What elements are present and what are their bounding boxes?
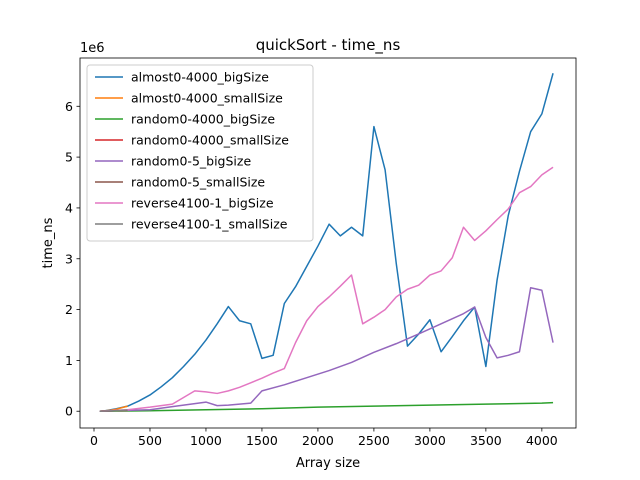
series-line-7 (99, 166, 554, 412)
x-tick-label: 2500 (358, 433, 390, 448)
series-line-8 (99, 409, 128, 412)
x-tick-label: 3500 (470, 433, 502, 448)
series-lines (99, 73, 554, 412)
x-tick-label: 4000 (526, 433, 558, 448)
y-tick-label: 3 (65, 251, 73, 266)
series-line-3 (99, 401, 554, 412)
legend-entry: reverse4100-1_bigSize (131, 196, 274, 211)
legend-entry: almost0-4000_smallSize (131, 91, 283, 106)
series-line-5 (99, 286, 554, 412)
x-tick-label: 500 (138, 433, 162, 448)
axes-frame (79, 57, 577, 429)
chart-title: quickSort - time_ns (256, 36, 401, 55)
x-tick-label: 1000 (190, 433, 222, 448)
y-multiplier-label: 1e6 (80, 41, 105, 56)
x-axis-label: Array size (296, 456, 360, 471)
legend-entry: random0-4000_smallSize (131, 133, 289, 148)
y-tick-label: 5 (65, 150, 73, 165)
x-tick-label: 0 (90, 433, 98, 448)
legend-entry: random0-4000_bigSize (131, 112, 275, 127)
x-tick-label: 2000 (302, 433, 334, 448)
y-tick-label: 6 (65, 99, 73, 114)
y-tick-label: 1 (65, 353, 73, 368)
y-tick-label: 4 (65, 200, 73, 215)
legend-entry: almost0-4000_bigSize (131, 70, 269, 85)
legend-entry: random0-5_smallSize (131, 175, 265, 190)
legend-frame (86, 64, 314, 242)
plot-area: 0 500 1000 1500 2000 2500 3000 3500 4000 0 1 2 3 4 5 6 (65, 57, 577, 448)
legend-entry: random0-5_bigSize (131, 154, 251, 169)
legend: almost0-4000_bigSize almost0-4000_smallSi… (86, 64, 314, 242)
x-tick-label: 3000 (414, 433, 446, 448)
y-axis-label: time_ns (41, 217, 56, 268)
legend-entry: reverse4100-1_smallSize (131, 217, 288, 232)
x-tick-label: 1500 (246, 433, 278, 448)
series-line-1 (99, 73, 554, 412)
y-tick-label: 2 (65, 302, 73, 317)
y-tick-label: 0 (65, 404, 73, 419)
